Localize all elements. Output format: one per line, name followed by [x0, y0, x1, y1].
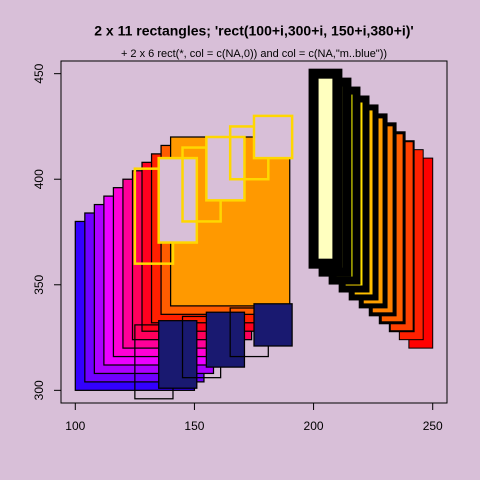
y-tick-label: 300 [32, 380, 46, 400]
rectangle [252, 114, 294, 160]
rectangle [253, 303, 293, 347]
rectangle [157, 156, 199, 244]
chart-subtitle: + 2 x 6 rect(*, col = c(NA,0)) and col =… [121, 48, 387, 60]
x-tick-label: 100 [65, 419, 85, 433]
x-tick-label: 250 [423, 419, 443, 433]
x-tick-label: 150 [184, 419, 204, 433]
chart-title: 2 x 11 rectangles; 'rect(100+i,300+i, 15… [94, 23, 414, 39]
rectangle [308, 68, 343, 269]
x-tick-label: 200 [304, 419, 324, 433]
rectangle [205, 135, 246, 202]
rectangle [158, 320, 198, 389]
y-tick-label: 400 [32, 169, 46, 189]
rectangle [205, 311, 246, 368]
y-tick-label: 350 [32, 274, 46, 294]
y-tick-label: 450 [32, 63, 46, 83]
